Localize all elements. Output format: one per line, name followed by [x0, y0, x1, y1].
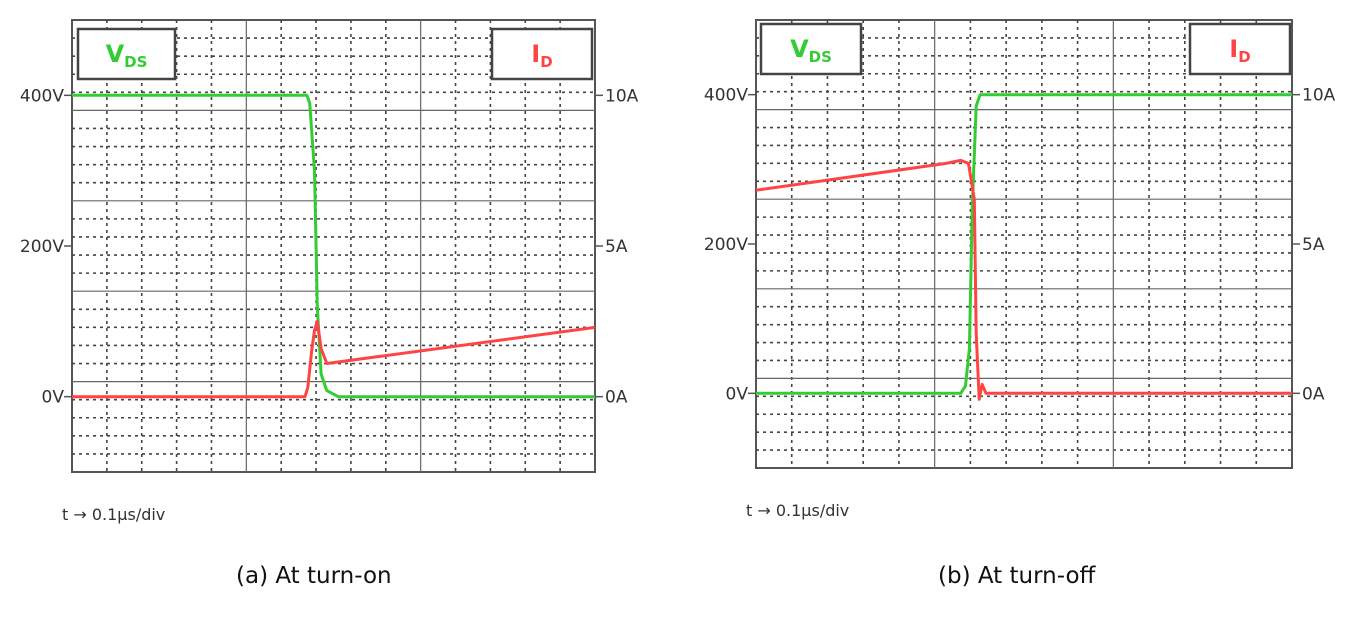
legend-label-vds: VDS	[790, 35, 832, 66]
right-axis-tick-label: 5A	[605, 237, 628, 257]
legend-label-id: ID	[531, 40, 552, 71]
plot-frame	[71, 19, 596, 473]
legend-box-id	[1188, 22, 1292, 76]
series-vds-line	[72, 93, 595, 399]
legend-box-vds	[76, 27, 177, 81]
right-axis-tick-label: 0A	[605, 388, 628, 408]
left-axis-tick-label: 0V	[42, 388, 65, 408]
left-axis-tick-label: 200V	[704, 235, 748, 255]
left-axis-tick-label: 400V	[20, 86, 64, 106]
legend-label-id: ID	[1229, 35, 1250, 66]
right-axis-tick-label: 10A	[605, 86, 639, 106]
legend-box-vds	[759, 22, 863, 76]
left-axis-tick-label: 400V	[704, 86, 748, 106]
left-axis-tick-label: 0V	[726, 384, 749, 404]
legend-label-vds: VDS	[106, 40, 148, 71]
plot-frame	[755, 19, 1293, 469]
right-axis-tick-label: 5A	[1302, 235, 1325, 255]
time-scale-label: t → 0.1μs/div	[746, 501, 849, 520]
chart-turn-on: 400V 200V 0V 10A 5A 0A VDS ID t → 0.1μs/div	[20, 19, 639, 524]
left-axis-tick-label: 200V	[20, 237, 64, 257]
chart-turn-off: 400V 200V 0V 10A 5A 0A VDS ID t → 0.1μs/div	[704, 19, 1336, 520]
caption-turn-off: (b) At turn-off	[938, 563, 1096, 589]
series-vds-line	[756, 93, 1292, 395]
series-id-line	[755, 158, 1292, 401]
right-axis-tick-label: 0A	[1302, 384, 1325, 404]
legend-box-id	[490, 27, 594, 81]
series-id-line	[72, 319, 596, 399]
caption-turn-on: (a) At turn-on	[236, 563, 392, 589]
time-scale-label: t → 0.1μs/div	[62, 505, 165, 524]
right-axis-tick-label: 10A	[1302, 86, 1336, 106]
